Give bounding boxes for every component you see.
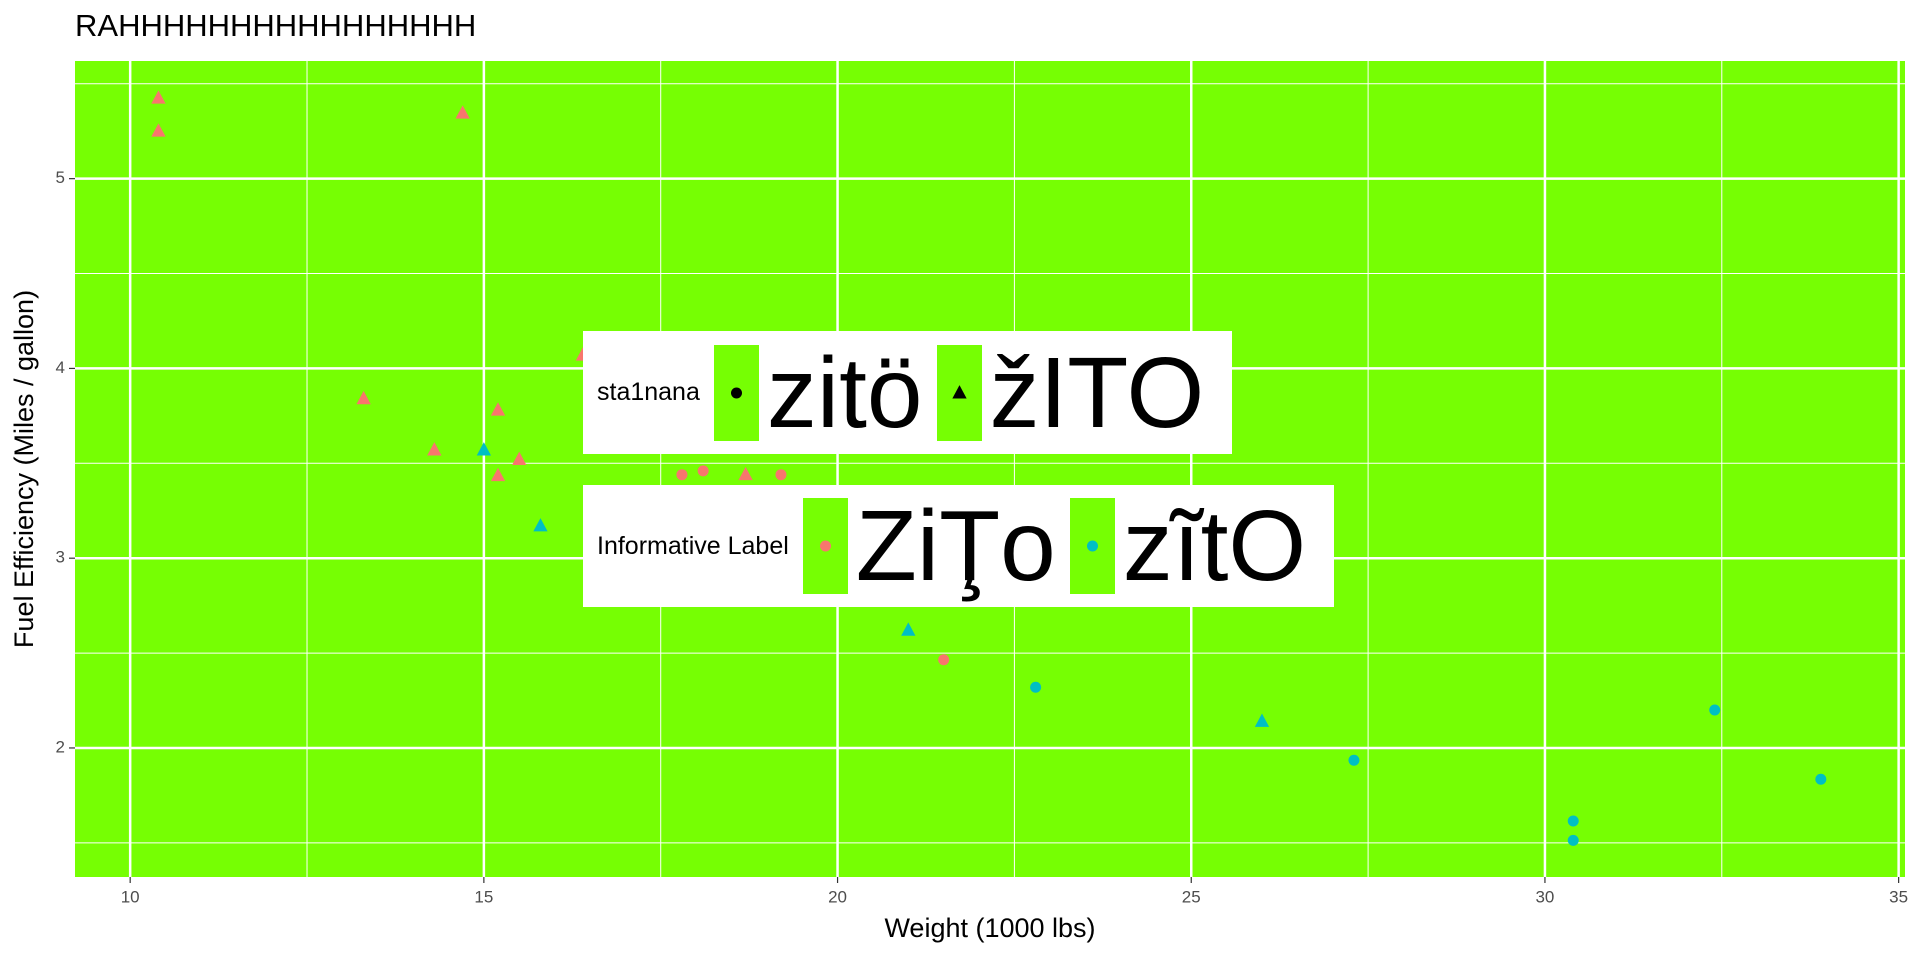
point (775, 469, 787, 481)
legend-title: sta1nana (597, 378, 700, 406)
legend-key (713, 344, 759, 441)
point (1709, 704, 1721, 716)
legend-color: Informative Label ZiŢo zĩtO (583, 485, 1335, 607)
point (1348, 754, 1360, 766)
point (1030, 681, 1042, 693)
legend-symbol (819, 540, 831, 552)
legend-title: Informative Label (597, 531, 789, 560)
x-tick-label: 10 (121, 887, 140, 906)
plot-background (75, 61, 1905, 877)
point (533, 518, 548, 532)
x-tick-label: 30 (1535, 887, 1554, 906)
x-tick-label: 35 (1889, 887, 1908, 906)
point (455, 105, 470, 119)
point (490, 402, 506, 416)
point (938, 654, 950, 666)
x-axis-title: Weight (1000 lbs) (884, 913, 1095, 943)
legend-label: zitö (766, 336, 923, 449)
point (1815, 773, 1827, 785)
y-tick-label: 5 (56, 168, 65, 187)
point (512, 451, 527, 465)
legend-key (1069, 498, 1115, 594)
point (676, 469, 688, 481)
y-axis-title: Fuel Efficiency (Miles / gallon) (9, 290, 39, 648)
x-tick-label: 20 (828, 887, 847, 906)
legend-key (802, 498, 848, 594)
legend-label: ZiŢo (855, 490, 1056, 602)
legend-symbol (951, 384, 967, 398)
x-tick-label: 25 (1182, 887, 1201, 906)
y-tick-label: 3 (56, 548, 65, 567)
point (490, 467, 506, 482)
point (738, 466, 753, 481)
y-tick-label: 2 (56, 737, 65, 756)
point (1254, 713, 1270, 727)
point (697, 465, 709, 477)
point (356, 390, 371, 405)
point (476, 442, 492, 456)
x-tick-label: 15 (474, 887, 493, 906)
legend-symbol (1086, 540, 1098, 552)
y-tick-label: 4 (56, 358, 65, 377)
chart-title: RAHHHHHHHHHHHHHHHH (75, 8, 476, 43)
point (151, 90, 166, 104)
legend-label: žITO (989, 336, 1205, 449)
legend-label: zĩtO (1122, 490, 1307, 602)
point (1567, 834, 1579, 846)
point (151, 123, 166, 137)
legend-shape: sta1nana zitö žITO (583, 331, 1233, 454)
legend-key (936, 344, 982, 441)
point (901, 622, 916, 636)
legend-symbol (730, 387, 742, 398)
point (1567, 815, 1579, 827)
point (427, 442, 442, 456)
